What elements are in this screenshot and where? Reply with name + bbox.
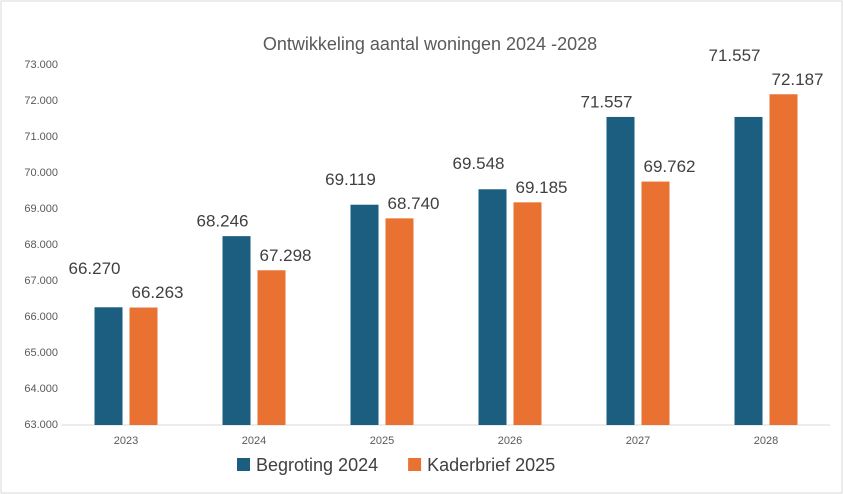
bar — [350, 204, 379, 425]
legend-swatch — [408, 458, 422, 471]
data-label: 69.762 — [644, 157, 696, 176]
data-label: 71.557 — [709, 46, 761, 65]
y-tick-label: 66.000 — [24, 311, 58, 323]
bar — [606, 116, 635, 425]
y-tick-label: 65.000 — [24, 347, 58, 359]
y-tick-label: 69.000 — [24, 203, 58, 215]
bar — [129, 307, 158, 425]
x-tick-label: 2023 — [114, 435, 138, 447]
bar — [385, 218, 414, 425]
bar — [478, 189, 507, 425]
data-label: 71.557 — [581, 92, 633, 111]
x-tick-label: 2024 — [242, 435, 266, 447]
chart-title: Ontwikkeling aantal woningen 2024 -2028 — [263, 34, 597, 54]
data-label: 69.119 — [325, 170, 376, 189]
data-label: 68.740 — [388, 194, 440, 213]
data-label: 66.263 — [132, 283, 184, 302]
x-tick-label: 2027 — [626, 435, 650, 447]
data-label: 69.185 — [516, 178, 568, 197]
data-label: 66.270 — [69, 259, 121, 278]
x-tick-label: 2028 — [754, 435, 778, 447]
x-tick-label: 2026 — [498, 435, 522, 447]
bar — [769, 94, 798, 425]
y-tick-label: 70.000 — [24, 167, 58, 179]
legend-label: Kaderbrief 2025 — [427, 455, 555, 475]
bar — [513, 202, 542, 425]
y-tick-label: 63.000 — [24, 419, 58, 431]
bar — [222, 236, 251, 425]
legend-label: Begroting 2024 — [256, 455, 378, 475]
data-label: 72.187 — [772, 70, 824, 89]
bar — [94, 307, 123, 425]
y-tick-label: 72.000 — [24, 95, 58, 107]
x-tick-label: 2025 — [370, 435, 394, 447]
bar — [641, 181, 670, 425]
data-label: 69.548 — [453, 154, 505, 173]
legend-swatch — [237, 458, 250, 471]
y-tick-label: 68.000 — [24, 239, 58, 251]
bar — [734, 116, 763, 425]
data-label: 67.298 — [260, 246, 312, 265]
data-label: 68.246 — [197, 212, 249, 231]
y-tick-label: 64.000 — [24, 383, 58, 395]
y-tick-label: 67.000 — [24, 275, 58, 287]
bar — [257, 270, 286, 425]
y-tick-label: 71.000 — [24, 131, 58, 143]
y-tick-label: 73.000 — [24, 59, 58, 71]
